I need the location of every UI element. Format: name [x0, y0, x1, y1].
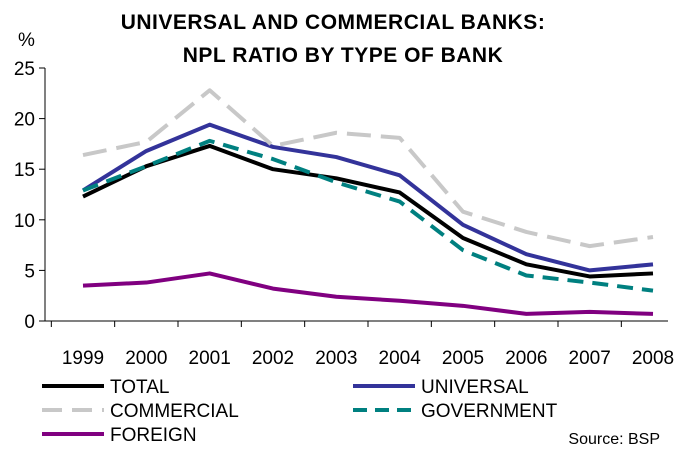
series-line-total [82, 143, 654, 279]
chart-title-line2: NPL RATIO BY TYPE OF BANK [183, 44, 504, 67]
y-tick-label: 25 [14, 59, 35, 80]
data-point-total [651, 271, 655, 275]
data-point-commercial [651, 235, 655, 239]
legend-label-commercial: COMMERCIAL [110, 401, 239, 422]
data-point-government [144, 164, 148, 168]
data-point-government [398, 200, 402, 204]
data-point-foreign [524, 312, 528, 316]
data-point-universal [461, 223, 465, 227]
data-point-total [81, 195, 85, 199]
data-point-foreign [81, 284, 85, 288]
x-tick-label: 2000 [125, 348, 167, 369]
series-line-government [82, 138, 654, 293]
data-point-foreign [271, 287, 275, 291]
data-point-government [271, 157, 275, 161]
data-point-commercial [144, 140, 148, 144]
data-point-universal [208, 123, 212, 127]
legend-label-government: GOVERNMENT [421, 401, 558, 422]
y-tick-label: 10 [14, 211, 35, 232]
x-tick-label: 2006 [505, 348, 547, 369]
legend-label-total: TOTAL [110, 377, 169, 398]
data-point-total [271, 167, 275, 171]
data-point-commercial [334, 131, 338, 135]
series-line-commercial [82, 88, 654, 249]
y-tick-label: 15 [14, 160, 35, 181]
data-point-government [588, 281, 592, 285]
data-point-government [524, 273, 528, 277]
legend: TOTAL UNIVERSAL COMMERCIAL GOVERNMENT FOREIG… [42, 377, 558, 446]
x-tick-label: 2005 [442, 348, 484, 369]
data-point-universal [524, 252, 528, 256]
plot-area: 0 5 10 15 20 25 1999 2000 2001 2002 2003 2004 2005 20… [14, 59, 674, 369]
data-point-total [524, 262, 528, 266]
data-point-foreign [398, 299, 402, 303]
x-tick-label: 1999 [62, 348, 104, 369]
legend-label-universal: UNIVERSAL [421, 377, 529, 398]
data-point-government [651, 289, 655, 293]
data-point-universal [398, 173, 402, 177]
data-point-commercial [461, 210, 465, 214]
data-point-total [461, 236, 465, 240]
data-point-commercial [524, 230, 528, 234]
data-point-total [398, 190, 402, 194]
y-tick-label: 20 [14, 110, 35, 131]
x-tick-label: 2001 [189, 348, 231, 369]
chart-title-line1: UNIVERSAL AND COMMERCIAL BANKS: [121, 11, 546, 34]
data-point-foreign [334, 295, 338, 299]
x-tick-label: 2007 [569, 348, 611, 369]
data-point-government [461, 248, 465, 252]
data-point-foreign [461, 304, 465, 308]
legend-label-foreign: FOREIGN [110, 425, 197, 446]
data-point-foreign [144, 281, 148, 285]
data-point-commercial [588, 244, 592, 248]
data-point-universal [651, 262, 655, 266]
x-tick-label: 2003 [315, 348, 357, 369]
series-line-foreign [82, 271, 654, 316]
data-point-foreign [588, 310, 592, 314]
data-point-government [334, 180, 338, 184]
source-note: Source: BSP [568, 431, 660, 448]
data-point-government [208, 139, 212, 143]
x-tick-label: 2008 [632, 348, 674, 369]
data-point-government [81, 188, 85, 192]
y-tick-label: 5 [24, 261, 35, 282]
data-point-universal [144, 149, 148, 153]
x-tick-label: 2004 [379, 348, 422, 369]
data-point-commercial [208, 88, 212, 92]
data-point-commercial [398, 136, 402, 140]
data-point-commercial [271, 144, 275, 148]
data-point-universal [334, 155, 338, 159]
x-tick-label: 2002 [252, 348, 294, 369]
data-point-total [588, 274, 592, 278]
data-point-total [334, 176, 338, 180]
series-line-universal [81, 122, 654, 273]
data-point-total [208, 144, 212, 148]
y-tick-label: 0 [24, 312, 35, 333]
data-point-foreign [208, 271, 212, 275]
data-point-foreign [651, 312, 655, 316]
data-point-universal [588, 268, 592, 272]
y-axis-unit-label: % [18, 30, 35, 51]
data-point-commercial [81, 153, 85, 157]
